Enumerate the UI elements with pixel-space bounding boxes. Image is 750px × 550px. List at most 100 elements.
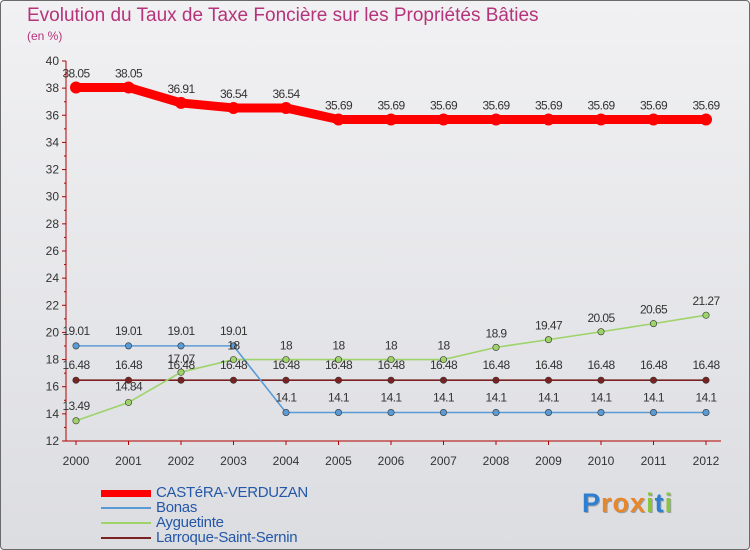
data-point	[647, 113, 660, 126]
chart-title: Evolution du Taux de Taxe Foncière sur l…	[27, 5, 539, 26]
legend-item: Larroque-Saint-Sernin	[101, 529, 361, 546]
x-tick-label: 2004	[273, 454, 300, 468]
data-label: 16.48	[587, 358, 615, 372]
data-point	[72, 342, 80, 350]
data-point	[544, 376, 552, 384]
data-point	[649, 408, 657, 416]
data-point	[125, 342, 133, 350]
data-point	[177, 368, 185, 376]
logo-letter: i	[646, 488, 655, 518]
data-point	[280, 101, 292, 114]
data-label: 19.01	[115, 324, 143, 338]
data-point	[230, 342, 238, 350]
y-tick-label: 26	[46, 244, 60, 258]
data-label: 13.49	[62, 399, 90, 413]
legend-label: Larroque-Saint-Sernin	[156, 529, 298, 546]
data-label: 16.48	[325, 358, 353, 372]
x-tick-label: 2001	[115, 454, 142, 468]
data-point	[334, 376, 342, 384]
data-point	[439, 376, 447, 384]
data-point	[72, 376, 80, 384]
data-label: 21.27	[692, 294, 720, 308]
data-label: 14.1	[538, 391, 560, 405]
data-point	[334, 408, 342, 416]
y-tick-label: 20	[46, 325, 60, 339]
data-point	[282, 376, 290, 384]
legend-swatch	[101, 537, 151, 539]
data-point	[177, 376, 185, 384]
data-point	[702, 311, 710, 319]
x-tick-label: 2002	[168, 454, 195, 468]
y-tick-label: 34	[46, 135, 60, 149]
data-label: 16.48	[535, 358, 563, 372]
y-tick-label: 18	[46, 353, 60, 367]
y-tick-label: 24	[46, 271, 60, 285]
data-point	[230, 356, 238, 364]
data-label: 18	[385, 339, 398, 353]
data-label: 35.69	[535, 98, 563, 112]
data-label: 16.48	[62, 358, 90, 372]
data-label: 14.1	[643, 391, 665, 405]
chart-axes: 12 14 16 18 20 22 24 26 28 30 32 34 36 38 40 2000 2001 20…	[46, 54, 721, 468]
logo-letter: t	[654, 488, 665, 518]
data-label: 20.05	[587, 311, 615, 325]
data-point	[649, 320, 657, 328]
x-tick-label: 2011	[641, 454, 667, 468]
data-point	[597, 408, 605, 416]
data-point	[227, 101, 240, 114]
data-label: 19.47	[535, 319, 563, 333]
data-label: 14.1	[696, 391, 718, 405]
data-label: 38.05	[115, 66, 143, 80]
y-tick-label: 30	[46, 190, 60, 204]
data-label: 14.84	[115, 379, 143, 393]
x-tick-label: 2009	[535, 454, 562, 468]
data-label: 18	[280, 339, 293, 353]
data-point	[282, 356, 290, 364]
data-label: 18	[332, 339, 345, 353]
data-label: 16.48	[692, 358, 720, 372]
data-point	[597, 376, 605, 384]
y-tick-label: 38	[46, 81, 60, 95]
y-tick-label: 14	[46, 407, 60, 421]
legend-swatch	[101, 507, 151, 509]
data-label: 16.48	[640, 358, 668, 372]
data-point	[177, 342, 185, 350]
data-label: 16.48	[430, 358, 458, 372]
data-label: 35.69	[430, 98, 458, 112]
legend-swatch	[101, 522, 151, 524]
data-point	[649, 376, 657, 384]
data-label: 38.05	[62, 66, 90, 80]
data-point	[387, 356, 395, 364]
logo-letter: x	[630, 488, 647, 518]
data-label: 18	[437, 339, 450, 353]
chart-data-labels: 16.48 16.48 16.48 16.48 16.48 16.48 16.48 16.48…	[62, 66, 721, 413]
logo-letter: i	[664, 488, 674, 518]
data-point	[700, 113, 712, 126]
data-label: 16.48	[115, 358, 143, 372]
y-tick-label: 28	[46, 217, 60, 231]
data-label: 14.1	[328, 391, 350, 405]
data-point	[72, 417, 80, 425]
data-label: 14.1	[381, 391, 403, 405]
data-label: 35.69	[640, 98, 668, 112]
data-label: 20.65	[640, 303, 668, 317]
legend-label: Ayguetinte	[156, 514, 224, 531]
chart-subtitle: (en %)	[27, 29, 63, 43]
data-label: 35.69	[587, 98, 615, 112]
data-label: 19.01	[167, 324, 195, 338]
data-point	[175, 96, 187, 109]
data-point	[702, 408, 710, 416]
y-tick-label: 32	[46, 163, 60, 177]
logo-letter: P	[582, 488, 602, 518]
data-point	[702, 376, 710, 384]
chart-series	[70, 81, 712, 425]
data-point	[230, 376, 238, 384]
data-point	[334, 356, 342, 364]
data-label: 35.69	[692, 98, 720, 112]
data-label: 16.48	[167, 358, 195, 372]
data-point	[385, 113, 397, 126]
x-tick-label: 2010	[588, 454, 615, 468]
x-tick-label: 2000	[63, 454, 90, 468]
